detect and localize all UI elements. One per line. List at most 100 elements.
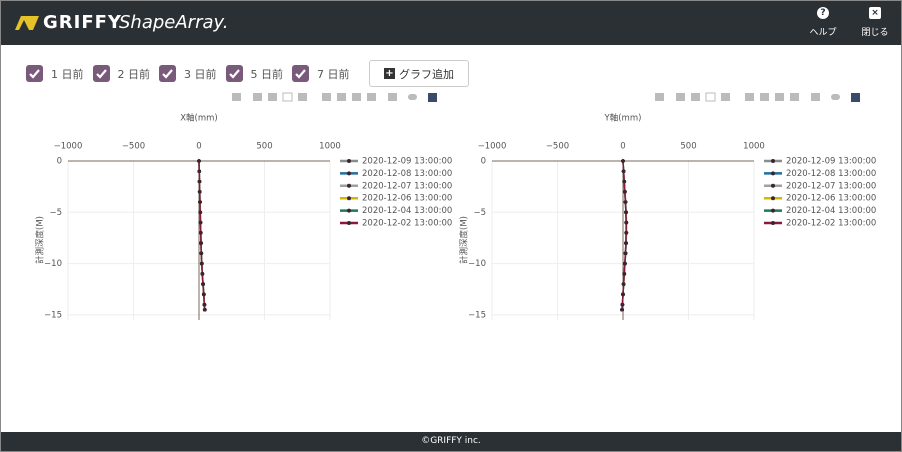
y-tick-label: −10: [468, 259, 486, 269]
brand: GRIFFY: [43, 12, 122, 33]
legend-label: 2020-12-02 13:00:00: [362, 219, 452, 229]
checkbox[interactable]: [292, 65, 309, 82]
series-marker: [622, 272, 626, 276]
series-marker: [197, 169, 202, 174]
check-mark: [95, 69, 107, 79]
x-tick-label: 0: [196, 142, 201, 152]
y-tick-label: −5: [49, 208, 62, 218]
logo: [15, 16, 39, 30]
help-label: ヘルプ: [809, 28, 837, 38]
series-marker: [621, 292, 625, 297]
legend-label: 2020-12-04 13:00:00: [362, 206, 452, 216]
filter-checkbox[interactable]: 7 日前: [292, 65, 350, 82]
series-marker: [623, 261, 627, 266]
footer: ©GRIFFY inc.: [1, 432, 901, 451]
filter-checkbox[interactable]: 3 日前: [159, 65, 217, 82]
legend-marker: [771, 196, 775, 201]
legend-label: 2020-12-02 13:00:00: [786, 219, 876, 229]
filter-checkbox[interactable]: 2 日前: [92, 65, 151, 82]
y-tick-label: −10: [44, 259, 62, 269]
x-tick-label: 1000: [319, 142, 341, 152]
series-marker: [198, 231, 203, 235]
product: ShapeArray.: [119, 12, 229, 33]
legend-label: 2020-12-07 13:00:00: [362, 181, 452, 191]
x-tick-label: −500: [546, 142, 569, 152]
y-axis-title: 計測深度(M): [35, 216, 46, 264]
legend-marker: [347, 196, 351, 201]
help-button[interactable]: ? ヘルプ: [809, 7, 837, 38]
series-marker: [624, 220, 628, 225]
series-marker: [201, 292, 206, 297]
series-marker: [621, 159, 625, 163]
series-marker: [198, 200, 202, 204]
close-button[interactable]: × 閉じる: [861, 7, 889, 38]
series-marker: [622, 179, 626, 184]
series-marker: [199, 251, 204, 256]
legend-marker: [771, 183, 775, 188]
checkbox[interactable]: [92, 65, 110, 82]
filter-label: 7 日前: [317, 67, 350, 81]
series-line: [621, 160, 627, 310]
x-tick-label: 0: [620, 142, 625, 152]
add-graph-button[interactable]: + グラフ追加: [369, 60, 469, 87]
series-marker: [202, 302, 207, 307]
series-marker: [199, 241, 203, 245]
legend-label: 2020-12-06 13:00:00: [786, 194, 876, 204]
series-marker: [624, 231, 628, 235]
series-marker: [621, 169, 626, 174]
legend-marker: [347, 221, 351, 225]
check-mark: [29, 69, 40, 79]
filter-checkbox[interactable]: 1 日前: [26, 65, 84, 82]
y-tick-label: 0: [57, 157, 62, 167]
series-marker: [624, 210, 628, 215]
series-marker: [201, 282, 205, 286]
series-marker: [197, 179, 202, 184]
legend-label: 2020-12-06 13:00:00: [362, 194, 452, 204]
legend-label: 2020-12-09 13:00:00: [362, 157, 452, 167]
legend-marker: [771, 208, 775, 213]
close-label: 閉じる: [861, 28, 889, 38]
series-marker: [621, 282, 626, 286]
checkbox[interactable]: [159, 65, 176, 82]
check-mark: [162, 69, 173, 79]
checkbox[interactable]: [225, 65, 243, 82]
series-marker: [623, 251, 628, 256]
y-tick-label: −5: [473, 208, 486, 218]
filter-label: 5 日前: [250, 67, 284, 81]
legend-marker: [347, 171, 351, 176]
legend-marker: [347, 183, 351, 188]
legend-label: 2020-12-08 13:00:00: [786, 169, 876, 179]
add-graph-label: グラフ追加: [399, 67, 454, 81]
legend-label: 2020-12-09 13:00:00: [786, 157, 876, 167]
y-tick-label: −15: [44, 310, 62, 320]
filter-label: 2 日前: [117, 67, 151, 81]
series-marker: [620, 307, 625, 312]
filter-checkbox[interactable]: 5 日前: [225, 65, 284, 82]
series-marker: [199, 261, 204, 266]
series-marker: [200, 272, 205, 276]
check-mark: [295, 69, 306, 79]
header: GRIFFY ShapeArray. ? ヘルプ × 閉じる: [1, 1, 901, 45]
legend-label: 2020-12-04 13:00:00: [786, 206, 876, 216]
series-marker: [198, 210, 202, 215]
x-tick-label: 500: [256, 142, 272, 152]
legend-label: 2020-12-08 13:00:00: [362, 169, 452, 179]
checkbox[interactable]: [26, 65, 43, 82]
legend-marker: [347, 159, 351, 163]
legend-label: 2020-12-07 13:00:00: [786, 181, 876, 191]
charts: X軸(mm) 計測深度(M) −1000 −500 0 500 1000 0 −5 −10 −15 2…: [35, 92, 876, 320]
series-marker: [624, 241, 628, 245]
x-axis-title: X軸(mm): [180, 113, 218, 124]
series-marker: [197, 189, 202, 194]
series-marker: [623, 200, 628, 204]
x-tick-label: 1000: [743, 142, 765, 152]
y-tick-label: −15: [468, 310, 486, 320]
legend-marker: [771, 159, 775, 163]
x-axis-title: Y軸(mm): [604, 113, 642, 124]
series-marker: [622, 189, 627, 194]
x-tick-label: −1000: [478, 142, 507, 152]
legend-marker: [347, 208, 351, 213]
legend-marker: [771, 221, 775, 225]
toolbar: [232, 92, 860, 102]
y-axis-title: 計測深度(M): [459, 216, 470, 264]
